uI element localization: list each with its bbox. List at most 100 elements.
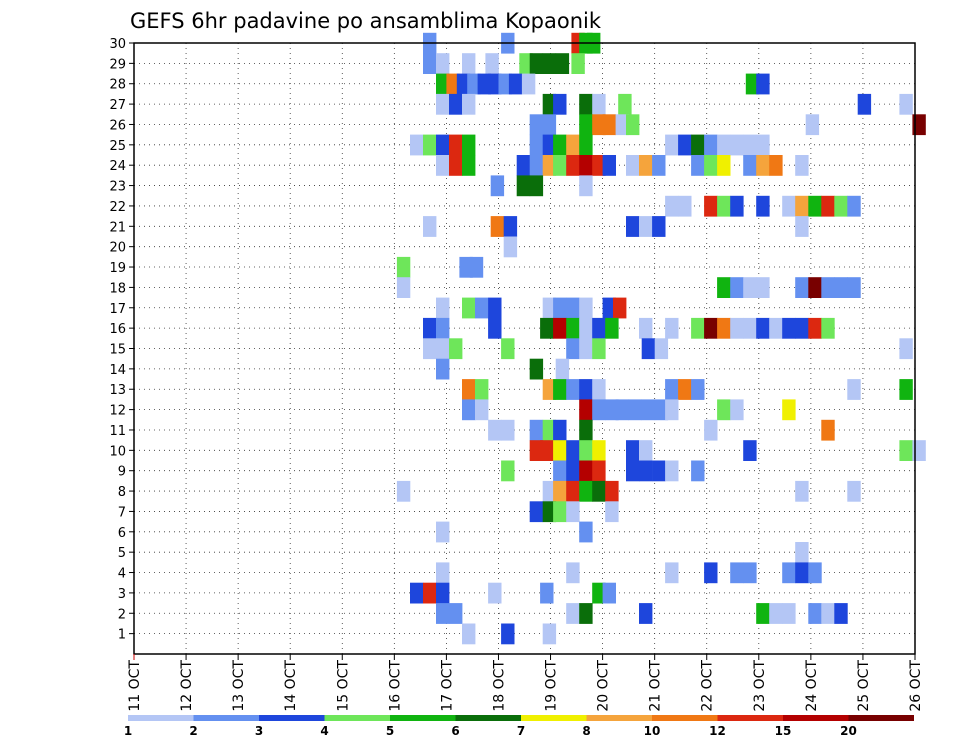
heatmap-cell	[456, 73, 471, 95]
heatmap-cell	[782, 317, 796, 339]
y-tick-label: 29	[109, 57, 126, 72]
heatmap-cell	[615, 399, 629, 421]
heatmap-cell	[808, 277, 822, 298]
heatmap-cell	[665, 195, 679, 217]
heatmap-cell	[521, 73, 536, 95]
heatmap-cell	[592, 338, 606, 360]
y-tick-label: 25	[109, 139, 126, 154]
heatmap-cell	[540, 582, 554, 604]
heatmap-cell	[462, 297, 476, 319]
heatmap-cell	[782, 195, 796, 217]
heatmap-cell	[571, 53, 585, 74]
heatmap-cell	[449, 155, 463, 176]
heatmap-cell	[665, 460, 679, 482]
heatmap-cell	[743, 440, 757, 461]
heatmap-cell	[436, 582, 450, 604]
heatmap-cell	[654, 338, 669, 360]
heatmap-cell	[704, 155, 718, 176]
heatmap-cell	[396, 277, 411, 298]
heatmap-cell	[485, 53, 499, 74]
heatmap-cell	[704, 317, 718, 339]
legend-label: 20	[840, 724, 857, 738]
heatmap-cell	[821, 317, 835, 339]
heatmap-cell	[516, 155, 531, 176]
heatmap-cell	[467, 73, 481, 95]
legend-label: 3	[255, 724, 263, 738]
y-tick-label: 15	[109, 343, 126, 358]
heatmap-cell	[529, 114, 544, 136]
heatmap-cell	[529, 53, 544, 74]
heatmap-cell	[579, 338, 593, 360]
heatmap-cell	[436, 338, 450, 360]
heatmap-cell	[704, 134, 718, 156]
x-tick-label: 12 OCT	[179, 660, 195, 712]
heatmap-cell	[717, 155, 731, 176]
heatmap-cell	[579, 440, 593, 461]
heatmap-cell	[566, 317, 580, 339]
heatmap-cell	[490, 216, 505, 237]
heatmap-cell	[501, 623, 515, 645]
heatmap-cell	[717, 277, 731, 298]
heatmap-cell	[605, 501, 619, 523]
heatmap-cell	[808, 603, 822, 624]
heatmap-cells	[396, 32, 926, 645]
y-tick-label: 24	[109, 159, 126, 174]
heatmap-cell	[553, 460, 567, 482]
heatmap-cell	[769, 603, 783, 624]
heatmap-cell	[639, 440, 653, 461]
heatmap-cell	[566, 134, 580, 156]
heatmap-cell	[605, 480, 619, 502]
heatmap-cell	[808, 195, 822, 217]
heatmap-cell	[641, 338, 656, 360]
heatmap-cell	[665, 562, 679, 584]
heatmap-cell	[805, 114, 820, 136]
y-tick-label: 7	[118, 505, 126, 520]
heatmap-cell	[553, 93, 567, 115]
heatmap-cell	[410, 134, 424, 156]
heatmap-cell	[626, 114, 640, 136]
heatmap-cell	[615, 114, 629, 136]
heatmap-cell	[717, 399, 731, 421]
y-tick-label: 2	[118, 607, 126, 622]
heatmap-cell	[743, 317, 757, 339]
heatmap-cell	[516, 175, 531, 197]
heatmap-cell	[795, 155, 809, 176]
heatmap-cell	[542, 155, 557, 176]
heatmap-cell	[519, 53, 533, 74]
heatmap-cell	[501, 460, 515, 482]
heatmap-cell	[579, 175, 593, 197]
heatmap-cell	[542, 419, 557, 441]
y-tick-label: 6	[118, 526, 126, 541]
y-tick-label: 8	[118, 485, 126, 500]
heatmap-cell	[579, 134, 593, 156]
heatmap-cell	[498, 73, 512, 95]
heatmap-cell	[553, 440, 567, 461]
x-tick-label: 17 OCT	[439, 660, 455, 712]
heatmap-cell	[553, 317, 567, 339]
heatmap-cell	[678, 195, 692, 217]
heatmap-cell	[730, 399, 744, 421]
heatmap-cell	[654, 399, 669, 421]
heatmap-cell	[652, 155, 666, 176]
heatmap-cell	[605, 399, 619, 421]
heatmap-cell	[834, 603, 848, 624]
heatmap-cell	[579, 114, 593, 136]
heatmap-cell	[553, 480, 567, 502]
heatmap-cell	[542, 480, 557, 502]
x-tick-label: 21 OCT	[648, 660, 664, 712]
heatmap-cell	[579, 317, 593, 339]
heatmap-cell	[795, 542, 809, 563]
legend-swatch	[193, 715, 259, 721]
heatmap-cell	[743, 277, 757, 298]
heatmap-cell	[423, 317, 437, 339]
heatmap-cell	[566, 379, 580, 400]
heatmap-cell	[626, 440, 640, 461]
heatmap-cell	[717, 317, 731, 339]
heatmap-cell	[579, 480, 593, 502]
heatmap-cell	[566, 603, 580, 624]
heatmap-cell	[462, 623, 476, 645]
heatmap-cell	[678, 379, 692, 400]
heatmap-cell	[691, 134, 705, 156]
legend-swatch	[783, 715, 849, 721]
x-axis-ticks: 11 OCT 12 OCT 13 OCT 14 OCT 15 OCT 16 OCT 17 O…	[127, 654, 924, 712]
